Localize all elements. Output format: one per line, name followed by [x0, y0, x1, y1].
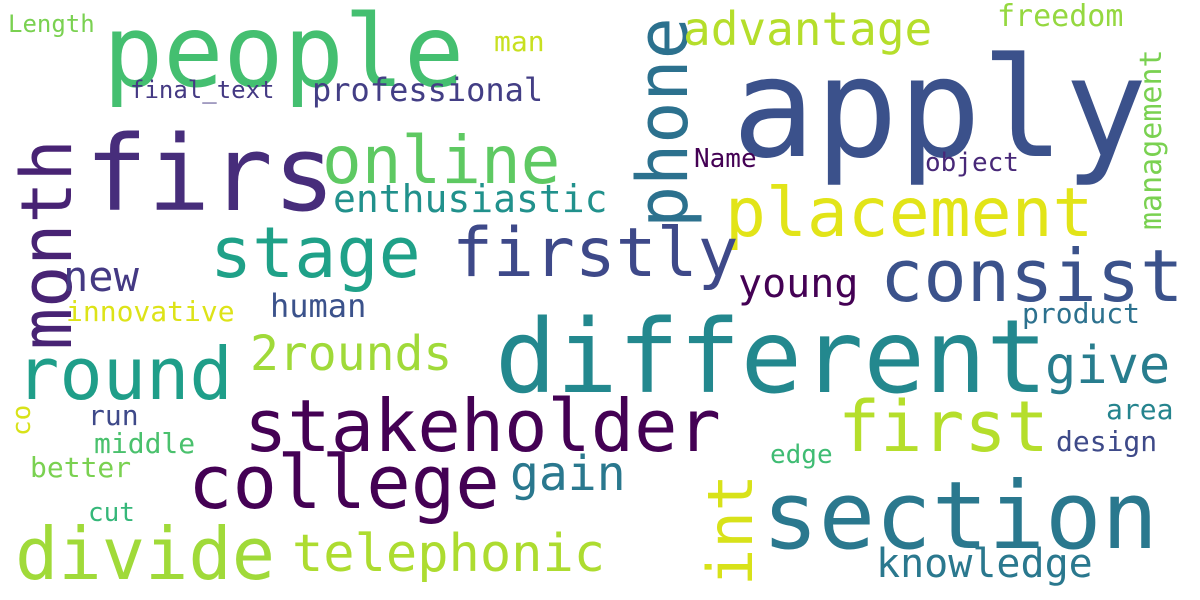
- word-name: Name: [694, 144, 757, 174]
- word-stage: stage: [210, 212, 421, 294]
- word-2rounds: 2rounds: [250, 326, 453, 382]
- word-human: human: [270, 287, 367, 325]
- word-placement: placement: [725, 174, 1094, 253]
- word-section: section: [762, 462, 1159, 571]
- word-design: design: [1056, 425, 1158, 458]
- word-length: Length: [8, 10, 95, 38]
- word-better: better: [30, 451, 132, 484]
- word-final-text: final_text: [130, 76, 275, 104]
- word-management: management: [1134, 49, 1169, 230]
- word-freedom: freedom: [997, 0, 1124, 34]
- word-int: int: [694, 474, 767, 586]
- word-young: young: [738, 261, 859, 307]
- word-divide: divide: [15, 512, 276, 596]
- word-online: online: [322, 122, 561, 199]
- word-middle: middle: [94, 427, 196, 460]
- word-firstly: firstly: [452, 214, 739, 293]
- word-college: college: [188, 440, 500, 526]
- word-stakeholder: stakeholder: [244, 384, 721, 468]
- word-object: object: [925, 148, 1019, 178]
- word-telephonic: telephonic: [292, 524, 606, 584]
- word-new: new: [63, 252, 139, 301]
- word-apply: apply: [732, 28, 1148, 189]
- word-man: man: [494, 25, 545, 58]
- word-people: people: [103, 0, 465, 110]
- word-advantage: advantage: [683, 2, 933, 56]
- word-different: different: [495, 298, 1048, 417]
- word-innovative: innovative: [66, 295, 235, 328]
- word-consist: consist: [880, 234, 1184, 318]
- word-professional: professional: [312, 71, 544, 109]
- word-product: product: [1022, 297, 1141, 330]
- word-firs: firs: [85, 113, 336, 235]
- word-knowledge: knowledge: [876, 541, 1093, 587]
- word-area: area: [1106, 393, 1174, 426]
- word-gain: gain: [510, 446, 626, 502]
- word-give: give: [1045, 336, 1171, 396]
- word-co: co: [7, 404, 37, 436]
- word-run: run: [88, 399, 139, 432]
- word-first: first: [838, 386, 1049, 468]
- word-cut: cut: [88, 498, 135, 528]
- word-edge: edge: [770, 440, 833, 470]
- word-enthusiastic: enthusiastic: [333, 177, 608, 221]
- word-round: round: [16, 332, 233, 416]
